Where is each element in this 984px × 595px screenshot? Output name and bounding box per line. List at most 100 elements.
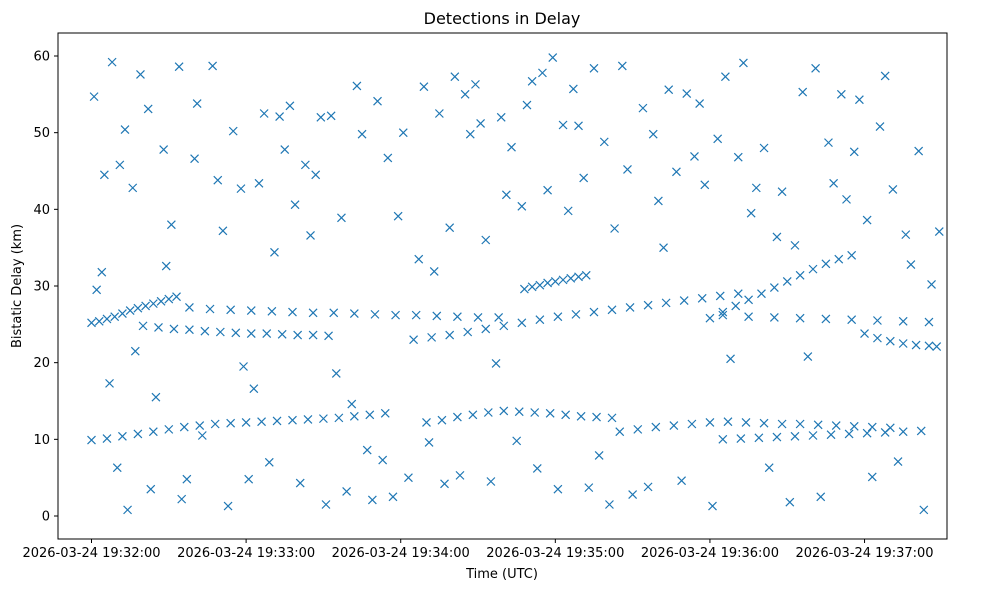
data-point-s2-2 [226,305,236,315]
data-point-s12-63 [404,473,413,483]
data-point-s3-9 [571,309,581,319]
data-point-s8-7 [195,421,205,430]
data-point-s3-11 [607,305,617,315]
data-point-s1-2 [169,324,179,334]
data-point-s8-11 [257,417,266,427]
y-axis-label: Bistatic Delay (km) [10,224,25,348]
data-point-s12-74 [465,129,475,139]
data-point-s12-94 [568,84,578,94]
data-point-s5-6 [782,276,792,286]
data-point-s12-109 [653,196,663,206]
data-point-s12-44 [306,230,315,240]
data-point-s10-11 [813,420,823,430]
data-point-s12-121 [726,354,735,364]
data-point-s8-8 [210,419,220,429]
data-point-s1-10 [293,330,303,340]
data-point-s1-1 [154,322,163,332]
data-point-s12-69 [440,479,449,489]
data-point-s8-15 [318,414,328,424]
data-point-s12-147 [893,457,903,466]
data-point-s3-16 [697,293,707,303]
data-point-s12-3 [99,170,109,180]
data-point-s9-6 [514,407,524,417]
data-point-s11-5 [808,431,818,440]
data-point-s2-15 [494,313,504,322]
data-point-s12-2 [97,267,107,277]
data-point-s12-103 [617,61,627,71]
data-point-s11-6 [826,430,836,440]
data-point-s12-43 [300,160,310,170]
data-point-s12-134 [811,63,821,73]
data-point-s7-4 [911,340,921,350]
data-point-s12-146 [888,184,898,194]
data-point-s12-29 [228,126,238,136]
data-point-s10-5 [705,418,715,427]
data-point-s12-25 [208,61,218,71]
data-point-s12-81 [501,190,511,200]
data-point-s2-13 [452,312,462,322]
data-point-s8-17 [349,411,359,421]
x-axis-label: Time (UTC) [465,567,538,582]
data-point-s12-35 [259,109,269,118]
data-point-s12-131 [790,240,800,250]
data-point-s12-15 [151,392,161,402]
data-point-s4-0 [519,284,529,294]
data-point-s7-6 [932,342,942,351]
data-point-s7-3 [898,339,908,348]
data-point-s6-6 [873,316,882,325]
data-point-s9-3 [468,410,478,420]
data-point-s8-10 [241,418,251,427]
x-axis-ticks: 2026-03-24 19:32:00 2026-03-24 19:33:00 20… [22,539,934,561]
data-point-s5-9 [821,259,831,269]
data-point-s12-82 [507,142,516,152]
data-point-s12-6 [112,463,122,473]
data-point-s12-36 [264,457,274,467]
data-point-s0-6 [133,303,143,313]
data-point-s12-5 [107,57,117,67]
data-point-s12-31 [239,362,248,371]
data-point-s12-26 [213,175,223,185]
data-point-s12-39 [280,145,290,154]
data-point-s12-10 [128,183,138,193]
data-point-s12-143 [867,472,877,482]
data-point-s7-5 [924,341,934,351]
data-point-s12-127 [764,463,774,473]
data-point-s11-7 [844,429,854,439]
data-point-s2-6 [308,308,318,318]
data-point-s8-6 [179,422,189,432]
data-point-s9-2 [452,412,462,422]
data-point-s12-49 [331,368,341,378]
data-point-s10-3 [669,421,679,430]
data-point-s12-151 [919,505,929,515]
data-point-s12-28 [223,501,233,511]
data-point-s0-8 [148,299,158,309]
data-point-s12-8 [120,125,130,135]
data-point-s10-4 [687,419,697,429]
data-point-s12-4 [105,378,114,388]
data-point-s2-9 [370,309,380,319]
data-point-s12-58 [378,455,388,465]
data-point-s12-106 [638,103,648,113]
data-point-s10-9 [777,419,787,429]
data-point-s12-55 [362,445,372,455]
data-point-s12-11 [130,346,140,356]
data-point-s12-108 [648,129,658,139]
data-point-s8-13 [288,415,297,425]
data-point-s11-1 [736,434,746,443]
y-tick-label: 20 [33,356,50,371]
data-point-s12-99 [594,451,604,460]
data-point-s8-0 [87,435,96,445]
data-point-s10-10 [795,419,805,429]
data-point-s11-3 [772,432,782,442]
x-tick-label: 2026-03-24 19:36:00 [641,546,779,561]
data-point-s12-24 [197,431,207,440]
data-point-s12-23 [192,99,202,108]
data-point-s12-114 [682,89,692,98]
data-point-s12-138 [836,89,846,99]
data-point-s12-115 [690,152,699,161]
data-point-s1-6 [231,328,241,338]
data-point-s12-41 [290,200,300,210]
data-point-s12-22 [190,154,199,164]
data-point-s12-139 [842,194,851,204]
